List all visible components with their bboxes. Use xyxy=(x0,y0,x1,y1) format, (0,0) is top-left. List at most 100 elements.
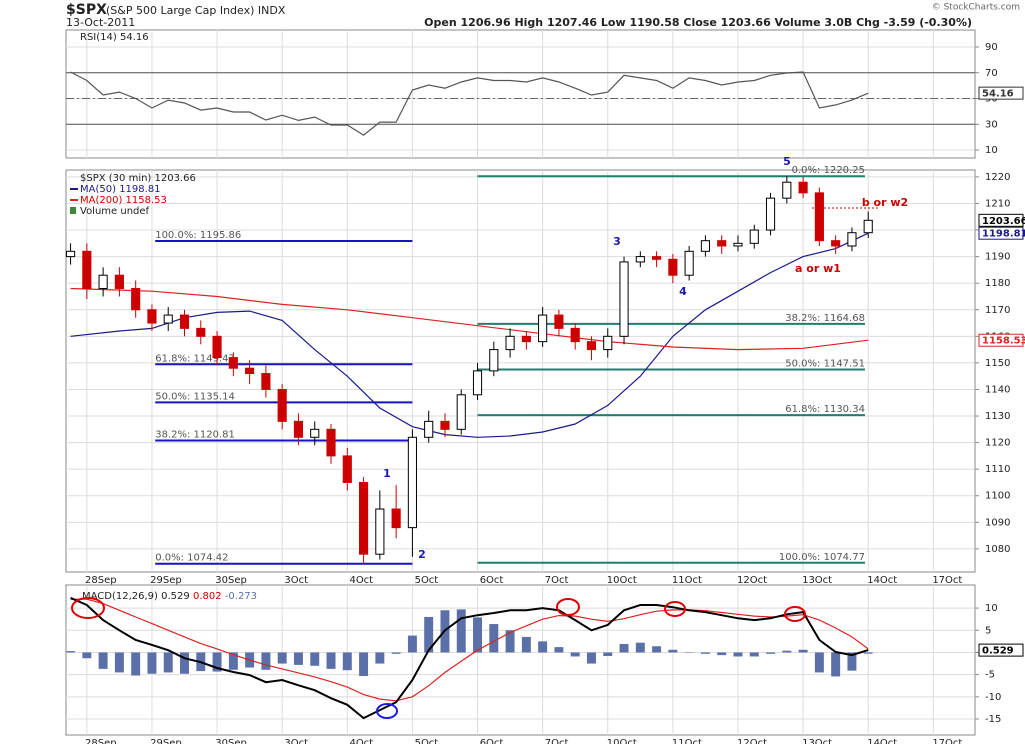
annotation: a or w1 xyxy=(795,262,841,275)
rsi-name: RSI(14) xyxy=(80,32,117,43)
candle-body xyxy=(310,428,320,438)
candle-body xyxy=(342,455,352,483)
x-tick-label: 13Oct xyxy=(802,738,832,744)
histogram-bar xyxy=(359,652,369,676)
highlight-circle xyxy=(784,606,806,622)
x-tick-label: 6Oct xyxy=(480,575,504,586)
x-tick-label: 4Oct xyxy=(349,575,373,586)
histogram-bar xyxy=(603,652,613,657)
y-tick-label: 1190 xyxy=(985,252,1010,263)
x-tick-label: 11Oct xyxy=(672,575,702,586)
candle-body xyxy=(635,256,645,263)
y-tick-label: 1120 xyxy=(985,438,1010,449)
signal-value: 0.802 xyxy=(193,591,222,602)
histogram-bar xyxy=(554,647,564,653)
candle-body xyxy=(863,219,873,234)
legend-name: MA(50) xyxy=(80,184,116,195)
legend-swatch xyxy=(70,207,76,214)
candle-body xyxy=(391,508,401,529)
value-tag xyxy=(978,86,1024,100)
histogram-bar xyxy=(473,617,483,653)
highlight-circle xyxy=(556,598,580,616)
fib-label: 0.0%: 1220.25 xyxy=(792,165,865,176)
y-tick-label: 10 xyxy=(985,603,998,614)
candle-body xyxy=(847,232,857,247)
histogram-bar xyxy=(814,652,824,673)
candle-body xyxy=(603,335,613,351)
candle-body xyxy=(131,288,141,311)
highlight-circle xyxy=(664,601,686,617)
x-tick-label: 30Sep xyxy=(215,738,247,744)
legend-entry: MA(50) 1198.81 xyxy=(80,184,161,195)
histogram-bar xyxy=(586,652,596,664)
candle-body xyxy=(245,367,255,375)
macd-name: MACD(12,26,9) xyxy=(82,591,158,602)
x-tick-label: 4Oct xyxy=(349,738,373,744)
y-tick-label: 1090 xyxy=(985,517,1010,528)
x-tick-label: 5Oct xyxy=(415,575,439,586)
histogram-bar xyxy=(82,652,92,659)
candle-body xyxy=(424,420,434,438)
highlight-circle xyxy=(376,703,398,719)
histogram-bar xyxy=(407,635,417,653)
candle-body xyxy=(293,420,304,438)
chart-subtitle: (S&P 500 Large Cap Index) INDX xyxy=(106,4,286,17)
fib-label: 100.0%: 1195.86 xyxy=(155,230,241,241)
legend-entry: Volume undef xyxy=(80,206,150,217)
y-tick-label: -10 xyxy=(985,692,1001,703)
histogram-bar xyxy=(277,652,287,664)
histogram-bar xyxy=(212,652,222,672)
chart-date: 13-Oct-2011 xyxy=(66,16,135,29)
candle-body xyxy=(619,261,629,337)
histogram-bar xyxy=(619,644,629,653)
candle-body xyxy=(98,274,108,290)
x-tick-label: 14Oct xyxy=(867,738,897,744)
annotation: b or w2 xyxy=(862,196,908,209)
y-tick-label: 30 xyxy=(985,119,998,130)
y-tick-label: -5 xyxy=(985,670,995,681)
y-tick-label: 5 xyxy=(985,625,991,636)
highlight-circle xyxy=(71,597,105,619)
macd-title: MACD(12,26,9) 0.529 0.802 -0.273 xyxy=(82,591,257,602)
histogram-bar xyxy=(570,652,580,657)
candle-body xyxy=(359,481,369,555)
fib-label: 38.2%: 1164.68 xyxy=(785,313,865,324)
candle-body xyxy=(505,335,515,351)
histogram-bar xyxy=(261,652,271,670)
histogram-bar xyxy=(831,652,841,677)
annotation: 5 xyxy=(783,155,791,168)
histogram-bar xyxy=(489,624,499,653)
candle-body xyxy=(782,181,792,199)
histogram-bar xyxy=(131,652,141,676)
histogram-bar xyxy=(782,650,792,653)
histogram-bar xyxy=(798,649,808,653)
legend-name: $SPX (30 min) xyxy=(80,173,151,184)
fib-label: 61.8%: 1149.47 xyxy=(155,353,235,364)
x-tick-label: 30Sep xyxy=(215,575,247,586)
histogram-bar xyxy=(326,652,336,669)
histogram-bar xyxy=(147,652,157,674)
rsi-title: RSI(14) 54.16 xyxy=(80,32,149,43)
candle-body xyxy=(326,428,336,457)
histogram-bar xyxy=(668,649,678,653)
panel xyxy=(65,29,976,159)
candle-body xyxy=(212,335,222,359)
x-tick-label: 10Oct xyxy=(607,575,637,586)
histogram-bar xyxy=(180,652,189,674)
histogram-bar xyxy=(310,652,320,666)
y-tick-label: 10 xyxy=(985,145,998,156)
source: © StockCharts.com xyxy=(932,3,1020,13)
macd-line xyxy=(70,598,869,702)
histogram-bar xyxy=(293,652,303,665)
candle-body xyxy=(554,314,564,329)
x-tick-label: 13Oct xyxy=(802,575,832,586)
candle-body xyxy=(489,349,499,372)
histogram-bar xyxy=(538,641,548,653)
legend-value: 1203.66 xyxy=(155,173,196,184)
annotation: 3 xyxy=(613,235,621,248)
histogram-bar xyxy=(505,630,515,653)
value-tag xyxy=(978,643,1024,657)
y-tick-label: 70 xyxy=(985,68,998,79)
x-tick-label: 12Oct xyxy=(737,575,767,586)
